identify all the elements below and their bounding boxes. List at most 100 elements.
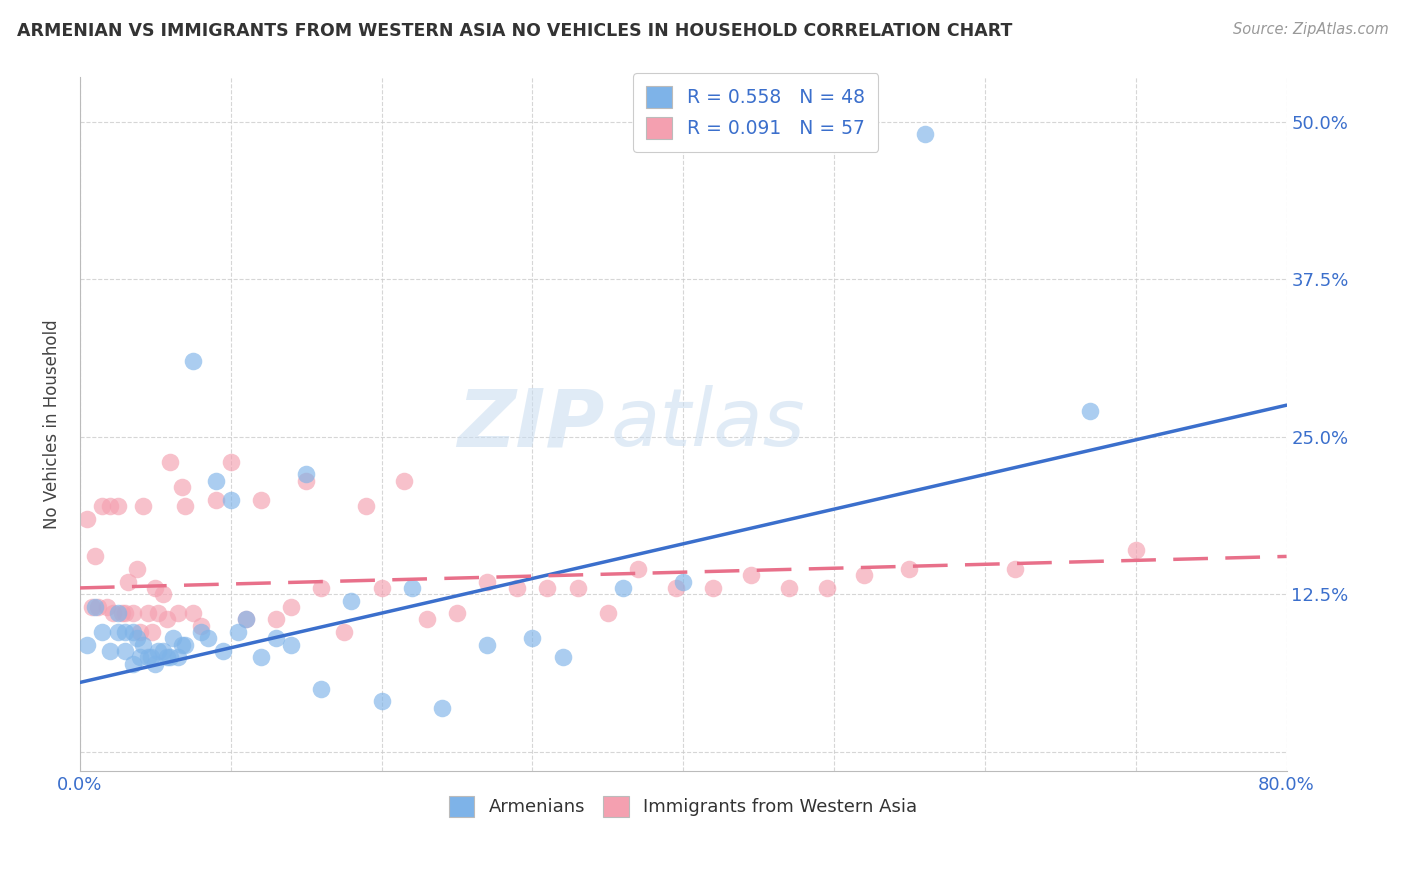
Point bbox=[98, 644, 121, 658]
Point bbox=[143, 657, 166, 671]
Point bbox=[264, 612, 287, 626]
Point bbox=[114, 625, 136, 640]
Point bbox=[309, 581, 332, 595]
Legend: Armenians, Immigrants from Western Asia: Armenians, Immigrants from Western Asia bbox=[441, 789, 925, 824]
Point bbox=[280, 599, 302, 614]
Point bbox=[914, 127, 936, 141]
Point bbox=[356, 499, 378, 513]
Point bbox=[226, 625, 249, 640]
Point bbox=[167, 606, 190, 620]
Point bbox=[1080, 404, 1102, 418]
Point bbox=[156, 650, 179, 665]
Point bbox=[665, 581, 688, 595]
Point bbox=[121, 606, 143, 620]
Point bbox=[98, 499, 121, 513]
Y-axis label: No Vehicles in Household: No Vehicles in Household bbox=[44, 319, 60, 529]
Point bbox=[84, 599, 107, 614]
Point bbox=[551, 650, 574, 665]
Point bbox=[280, 638, 302, 652]
Point bbox=[156, 612, 179, 626]
Point bbox=[91, 625, 114, 640]
Point bbox=[127, 562, 149, 576]
Point bbox=[1125, 543, 1147, 558]
Point bbox=[87, 599, 110, 614]
Point bbox=[107, 625, 129, 640]
Point bbox=[181, 606, 204, 620]
Point bbox=[132, 638, 155, 652]
Point bbox=[612, 581, 634, 595]
Point bbox=[114, 606, 136, 620]
Point bbox=[536, 581, 558, 595]
Point bbox=[401, 581, 423, 595]
Point bbox=[596, 606, 619, 620]
Text: ZIP: ZIP bbox=[457, 385, 605, 463]
Point bbox=[264, 632, 287, 646]
Point bbox=[136, 606, 159, 620]
Point bbox=[114, 644, 136, 658]
Point bbox=[129, 650, 152, 665]
Point bbox=[235, 612, 257, 626]
Point bbox=[76, 638, 98, 652]
Point bbox=[416, 612, 439, 626]
Point bbox=[84, 549, 107, 564]
Point bbox=[204, 474, 226, 488]
Point bbox=[159, 455, 181, 469]
Point bbox=[76, 511, 98, 525]
Point bbox=[522, 632, 544, 646]
Point bbox=[219, 492, 242, 507]
Point bbox=[475, 638, 498, 652]
Point bbox=[702, 581, 724, 595]
Point bbox=[506, 581, 529, 595]
Point bbox=[148, 644, 170, 658]
Point bbox=[219, 455, 242, 469]
Text: ARMENIAN VS IMMIGRANTS FROM WESTERN ASIA NO VEHICLES IN HOUSEHOLD CORRELATION CH: ARMENIAN VS IMMIGRANTS FROM WESTERN ASIA… bbox=[17, 22, 1012, 40]
Point bbox=[96, 599, 118, 614]
Point bbox=[172, 638, 194, 652]
Point bbox=[295, 467, 318, 482]
Point bbox=[740, 568, 762, 582]
Point bbox=[853, 568, 876, 582]
Point bbox=[111, 606, 134, 620]
Point bbox=[392, 474, 415, 488]
Point bbox=[174, 638, 197, 652]
Text: Source: ZipAtlas.com: Source: ZipAtlas.com bbox=[1233, 22, 1389, 37]
Point bbox=[107, 606, 129, 620]
Point bbox=[295, 474, 318, 488]
Point bbox=[309, 681, 332, 696]
Point bbox=[148, 606, 170, 620]
Point bbox=[143, 581, 166, 595]
Point bbox=[152, 587, 174, 601]
Point bbox=[190, 625, 212, 640]
Point bbox=[672, 574, 695, 589]
Point bbox=[212, 644, 235, 658]
Point bbox=[132, 499, 155, 513]
Point bbox=[250, 650, 273, 665]
Point bbox=[370, 694, 392, 708]
Point bbox=[121, 657, 143, 671]
Point bbox=[370, 581, 392, 595]
Point bbox=[333, 625, 356, 640]
Point bbox=[141, 625, 163, 640]
Point bbox=[197, 632, 219, 646]
Point bbox=[250, 492, 273, 507]
Point bbox=[127, 632, 149, 646]
Point bbox=[159, 650, 181, 665]
Point bbox=[139, 650, 162, 665]
Point bbox=[1004, 562, 1026, 576]
Point bbox=[181, 354, 204, 368]
Point bbox=[117, 574, 139, 589]
Point bbox=[174, 499, 197, 513]
Point bbox=[627, 562, 650, 576]
Point bbox=[91, 499, 114, 513]
Point bbox=[190, 619, 212, 633]
Point bbox=[475, 574, 498, 589]
Point bbox=[107, 499, 129, 513]
Point bbox=[204, 492, 226, 507]
Point bbox=[129, 625, 152, 640]
Point bbox=[567, 581, 589, 595]
Point bbox=[167, 650, 190, 665]
Point bbox=[121, 625, 143, 640]
Text: atlas: atlas bbox=[610, 385, 806, 463]
Point bbox=[80, 599, 103, 614]
Point bbox=[172, 480, 194, 494]
